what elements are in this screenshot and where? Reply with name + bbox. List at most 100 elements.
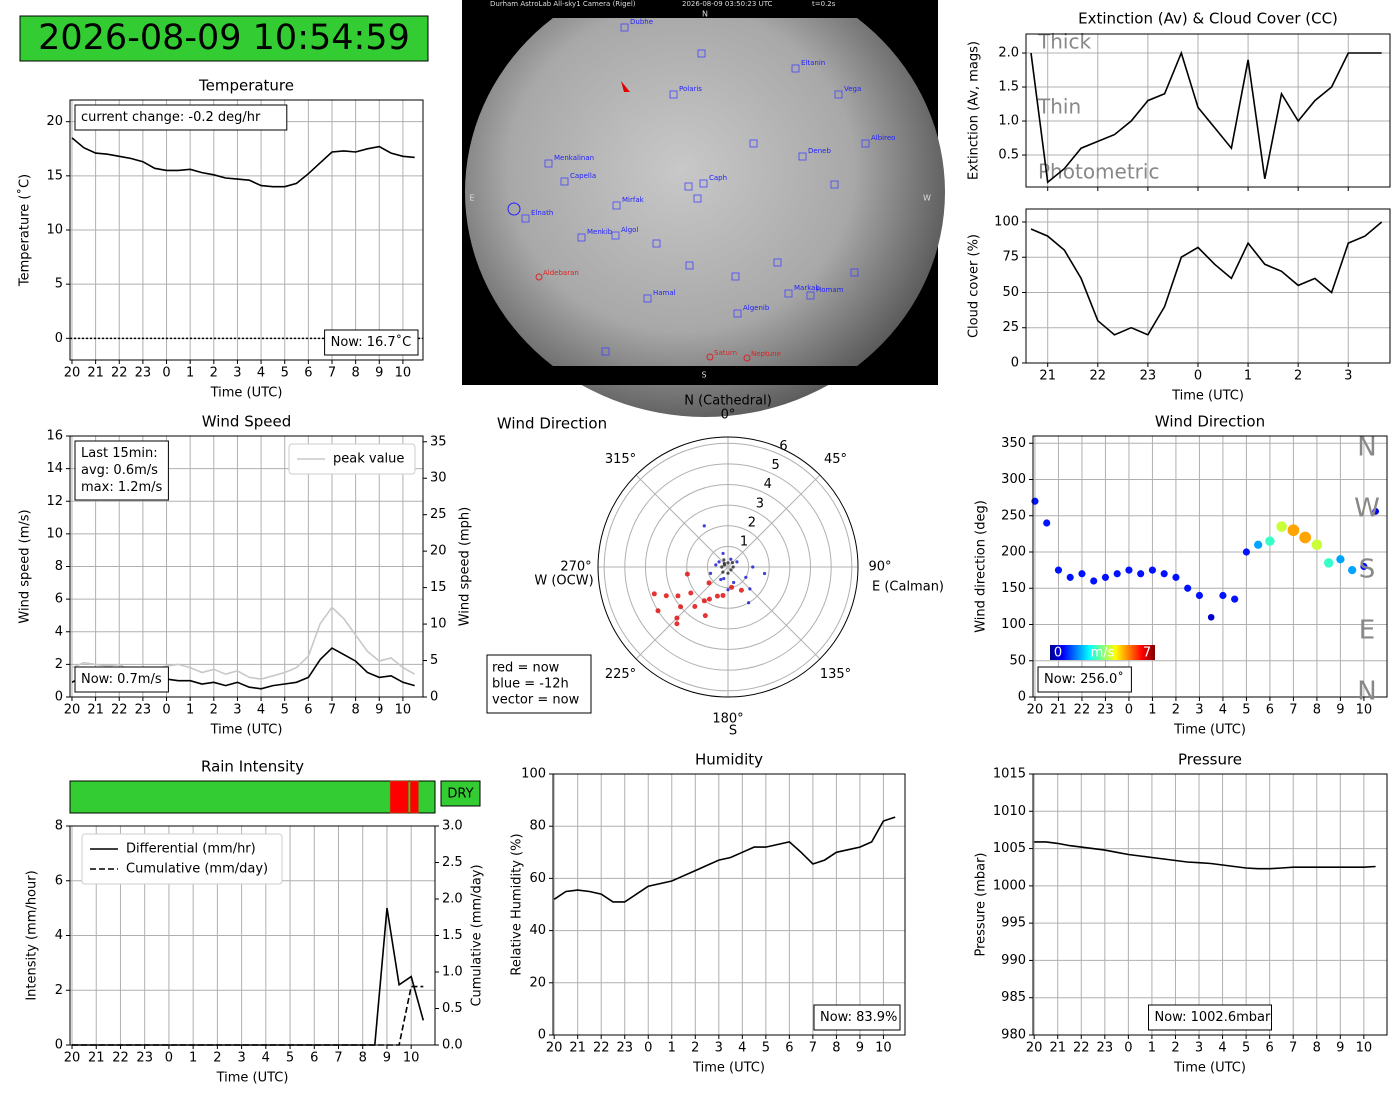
star-label: Deneb [808, 147, 831, 155]
y-tick-label: 8 [55, 819, 63, 834]
y-tick-label: 16 [46, 429, 63, 444]
x-tick-label: 21 [87, 703, 104, 718]
point [1323, 558, 1334, 568]
point [1372, 508, 1380, 515]
y-tick-label: 990 [1001, 953, 1026, 968]
star-label: Algol [621, 226, 638, 234]
y-tick-label: 980 [1001, 1028, 1026, 1043]
x-tick-label: 2 [1171, 1041, 1179, 1056]
star-label: Algenib [743, 304, 770, 312]
y-tick-label: 25 [1002, 320, 1019, 335]
x-tick-label: 23 [135, 703, 152, 718]
sky-compass: E [469, 194, 474, 203]
y-tick-label: 0 [1018, 690, 1026, 705]
y-tick-label: 60 [529, 871, 546, 886]
annotation: Last 15min: [81, 446, 158, 461]
x-tick-label: 1 [1244, 369, 1252, 384]
x-tick-label: 8 [359, 1051, 367, 1066]
point [726, 561, 730, 565]
y-tick-label: 10 [46, 526, 63, 541]
y-axis-label: Extinction (Av, mags) [967, 41, 982, 180]
point [717, 560, 721, 564]
x-tick-label: 3 [233, 703, 241, 718]
point [1054, 566, 1063, 574]
y-tick-label: 0 [55, 1038, 63, 1053]
note: red = now [492, 661, 560, 676]
star-marker [601, 347, 610, 356]
star-marker [685, 261, 694, 270]
star-marker [697, 49, 706, 58]
star-label: Hamal [653, 289, 676, 297]
plot-frame [1025, 33, 1391, 188]
x-tick-label: 9 [375, 366, 383, 381]
x-tick-label: 7 [809, 1041, 817, 1056]
x-tick-label: 21 [569, 1041, 586, 1056]
point [719, 577, 723, 582]
text-box [1148, 1004, 1272, 1031]
x-tick-label: 4 [262, 1051, 270, 1066]
x-tick-label: 7 [328, 366, 336, 381]
y-tick-label: 80 [529, 819, 546, 834]
point [1195, 591, 1203, 600]
sky-bottom-band [462, 366, 938, 385]
x-tick-label: 9 [1336, 1041, 1344, 1056]
grid-spoke [727, 474, 821, 568]
point [730, 561, 734, 565]
annotation: Now: 0.7m/s [81, 672, 162, 687]
text-box [74, 666, 169, 693]
zone-label: Photometric [1038, 160, 1159, 184]
point [1125, 566, 1133, 574]
y-tick-label: 1010 [993, 804, 1026, 819]
x-tick-label: 21 [1039, 369, 1056, 384]
star-marker [684, 182, 693, 191]
y2-tick-label: 1.0 [442, 965, 463, 980]
x-tick-label: 10 [875, 1041, 892, 1056]
y-tick-label: 10 [46, 223, 63, 238]
y-tick-label: 1005 [993, 841, 1026, 856]
x-tick-label: 10 [395, 366, 412, 381]
y2-tick-label: 1.5 [442, 928, 463, 943]
x-tick-label: 2 [210, 366, 218, 381]
x-tick-label: 10 [1356, 703, 1373, 718]
y-axis-label: Cloud cover (%) [967, 234, 982, 338]
x-tick-label: 5 [286, 1051, 294, 1066]
x-tick-label: 23 [136, 1051, 153, 1066]
x-tick-label: 0 [165, 1051, 173, 1066]
direction-label: S [729, 724, 737, 739]
colorbar-label: m/s [1091, 646, 1115, 661]
status-flag [389, 780, 409, 814]
point [701, 598, 707, 604]
star-label: Capella [570, 172, 596, 180]
grid-spoke [635, 474, 729, 568]
y2-axis-label: Wind speed (mph) [458, 507, 473, 627]
plot-frame [1025, 208, 1391, 364]
x-tick-label: 4 [738, 1041, 746, 1056]
point [1311, 539, 1323, 551]
y-tick-label: 4 [55, 624, 63, 639]
theta-tick-label: 315° [605, 452, 636, 467]
y-tick-label: 100 [994, 214, 1019, 229]
x-tick-label: 5 [1242, 1041, 1250, 1056]
y-axis-label: Temperature (˚C) [17, 174, 33, 287]
text-box [324, 329, 419, 356]
star-marker [834, 90, 843, 99]
sky-compass: N [702, 10, 708, 19]
point [1254, 540, 1263, 549]
legend-label: peak value [333, 452, 404, 467]
x-tick-label: 6 [1266, 703, 1274, 718]
point [1348, 565, 1357, 575]
x-tick-label: 4 [257, 703, 265, 718]
x-tick-label: 6 [304, 703, 312, 718]
x-tick-label: 8 [351, 366, 359, 381]
y2-tick-label: 10 [430, 617, 447, 632]
point [1265, 536, 1275, 546]
x-tick-label: 6 [304, 366, 312, 381]
colorbar [1050, 645, 1155, 660]
y-tick-label: 1.5 [998, 80, 1019, 95]
y-tick-label: 2 [55, 657, 63, 672]
point [1336, 555, 1345, 564]
star-label: Eltanin [801, 59, 825, 67]
star-marker [791, 64, 800, 73]
y2-tick-label: 5 [430, 653, 438, 668]
star-marker [806, 291, 815, 300]
